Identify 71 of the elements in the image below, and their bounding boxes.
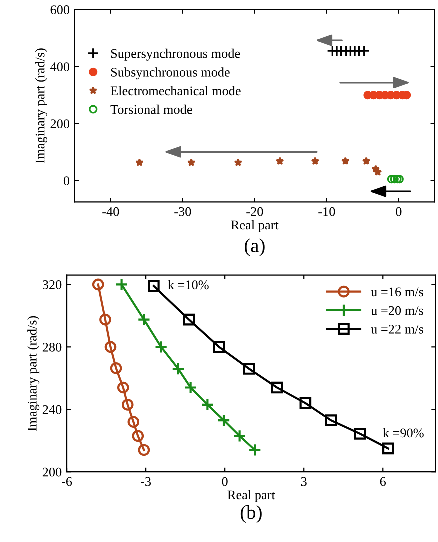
point [217,414,231,428]
point [92,278,104,291]
point [342,157,350,166]
point [187,158,196,166]
point [201,398,214,412]
y-tick-label: 240 [42,405,62,414]
point [387,175,396,184]
y-tick-label: 600 [50,6,70,14]
point [183,314,196,326]
y-tick-label: 200 [42,468,62,477]
point [233,430,246,443]
point [154,340,168,354]
x-tick-label: -30 [174,207,192,216]
point [213,341,226,354]
annotation: k =90% [383,428,424,438]
point [100,314,112,326]
point [148,280,160,292]
point [138,313,151,326]
legend-label: u =22 m/s [371,324,424,334]
x-tick-label: 3 [301,477,307,486]
point [395,175,404,184]
y-tick-label: 0 [64,176,70,186]
point [311,157,320,166]
point [325,414,338,426]
text: (b) [240,506,262,524]
y-tick-label: 400 [50,62,70,72]
point [390,175,399,184]
legend-label: Torsional mode [110,104,192,114]
point [115,278,128,292]
x-tick-label: -6 [62,477,72,486]
y-tick-label: 320 [42,280,62,290]
point [104,341,117,354]
x-tick-label: 0 [222,477,228,486]
legend-label: Supersynchronous mode [111,48,240,61]
legend-label: Electromechanical mode [110,86,241,96]
x-axis-title: Real part [231,220,279,232]
y-tick-label: 200 [50,120,70,128]
y-axis-title: Imaginary part (rad/s) [35,48,48,164]
point [234,158,242,166]
y-tick-label: 280 [42,342,62,352]
x-tick-label: -10 [318,207,336,216]
legend-label: Subsynchronous mode [111,68,230,80]
point [362,157,371,166]
point [138,444,150,456]
point [172,362,186,376]
point [271,382,284,394]
point [128,416,140,428]
x-axis-title: Real part [228,490,276,502]
text: (a) [244,238,265,256]
point [122,399,134,411]
point [393,175,402,184]
point [276,157,284,166]
point [300,397,312,410]
x-tick-label: -3 [141,477,152,486]
y-axis-title: Imaginary part (rad/s) [28,316,40,432]
annotation: k =10% [168,280,209,290]
point [110,362,122,374]
point [382,442,394,455]
x-tick-label: -20 [246,207,264,216]
point [248,444,262,457]
point [117,382,130,394]
point [354,428,366,440]
point [132,430,144,442]
point [243,363,256,375]
x-tick-label: 6 [380,477,386,486]
legend-label: u =20 m/s [371,306,424,316]
x-tick-label: 0 [396,207,402,216]
legend-label: u =16 m/s [371,288,424,297]
point [136,158,144,166]
x-tick-label: -40 [102,207,120,216]
point [184,381,198,394]
